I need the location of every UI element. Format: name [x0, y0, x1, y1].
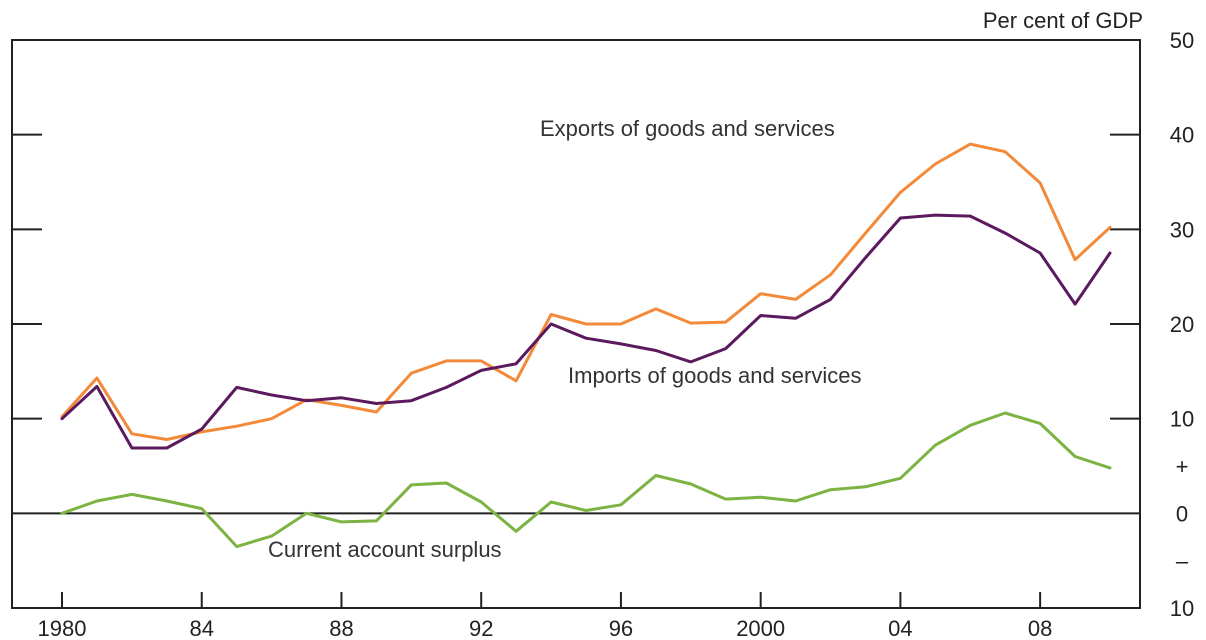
x-tick-label: 92 [469, 616, 493, 640]
y-tick-label: 10 [1170, 596, 1194, 621]
series-line-2 [60, 411, 1112, 548]
x-tick-label: 88 [329, 616, 353, 640]
unit-label: Per cent of GDP [983, 8, 1143, 33]
series-label-imports: Imports of goods and services [568, 363, 861, 388]
x-tick-label: 84 [189, 616, 213, 640]
x-tick-label: 2000 [736, 616, 785, 640]
y-tick-label: + [1176, 454, 1189, 479]
y-tick-label: – [1176, 549, 1189, 574]
axis-ticks: 10 – 0 +10 20 30 40 50 1980 84 88 92 96 2000 04 08 [12, 28, 1194, 640]
x-tick-label: 96 [609, 616, 633, 640]
y-tick-label: 0 [1176, 501, 1188, 526]
x-tick-label: 04 [888, 616, 912, 640]
y-tick-label: 10 [1170, 407, 1194, 432]
y-tick-label: 40 [1170, 123, 1194, 148]
y-tick-label: 20 [1170, 312, 1194, 337]
series-label-exports: Exports of goods and services [540, 116, 835, 141]
y-tick-label: 50 [1170, 28, 1194, 53]
series-label-current-account: Current account surplus [268, 537, 502, 562]
series-line-0 [60, 142, 1112, 441]
y-tick-label: 30 [1170, 217, 1194, 242]
x-tick-label: 08 [1028, 616, 1052, 640]
series-line-1 [60, 213, 1112, 450]
series-lines [60, 142, 1112, 548]
x-tick-label: 1980 [38, 616, 87, 640]
